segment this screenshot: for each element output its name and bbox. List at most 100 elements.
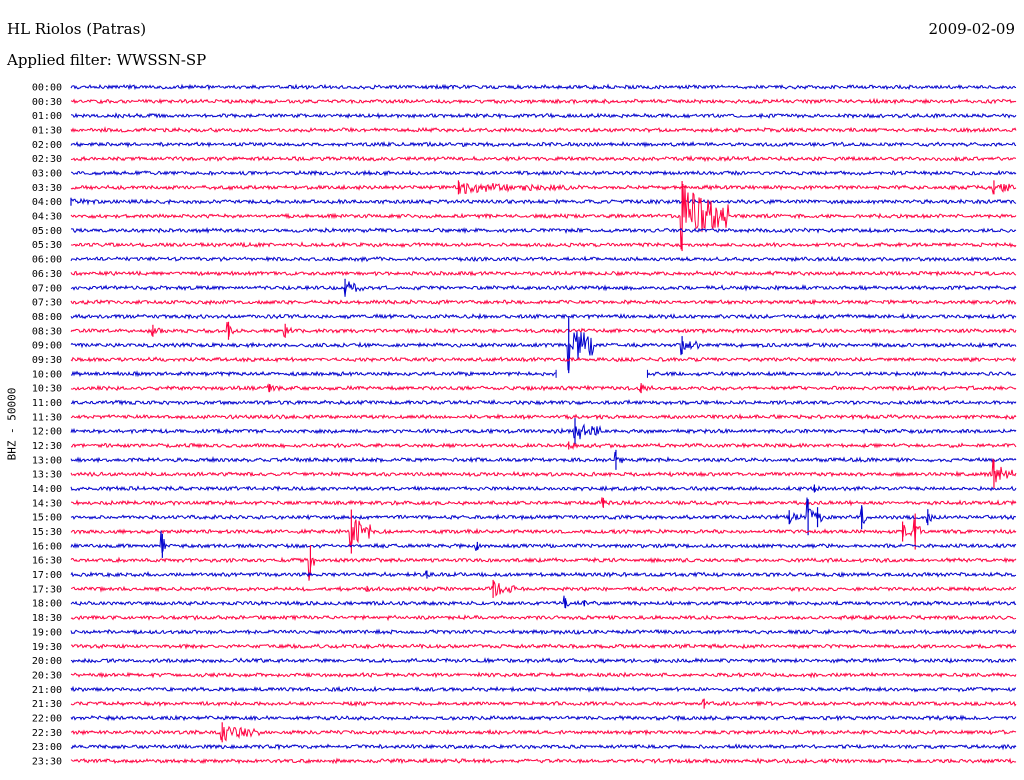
trace-row-2100 (70, 685, 1017, 693)
row-time-label: 08:00 (32, 312, 62, 323)
row-time-label: 17:00 (32, 570, 62, 581)
row-time-label: 05:30 (32, 240, 62, 251)
row-time-label: 07:30 (32, 298, 62, 309)
row-time-label: 11:00 (32, 398, 62, 409)
row-time-label: 10:30 (32, 384, 62, 395)
row-time-label: 16:00 (32, 541, 62, 552)
row-time-label: 23:00 (32, 742, 62, 753)
trace-row-0630 (70, 270, 1017, 277)
row-time-label: 22:30 (32, 728, 62, 739)
trace-row-1230 (70, 442, 1017, 450)
row-time-label: 13:00 (32, 455, 62, 466)
row-time-label: 10:00 (32, 369, 62, 380)
row-time-label: 11:30 (32, 412, 62, 423)
trace-row-1930 (71, 642, 1017, 650)
row-time-label: 02:00 (32, 140, 62, 151)
trace-row-0430 (70, 183, 1017, 250)
recording-date: 2009-02-09 (928, 20, 1015, 38)
trace-row-1630 (70, 556, 1017, 581)
trace-row-0700 (70, 281, 1017, 296)
row-time-label: 15:00 (32, 513, 62, 524)
trace-row-0900 (70, 331, 1017, 371)
trace-row-0230 (70, 155, 1016, 163)
trace-row-1730 (70, 581, 1017, 597)
trace-row-0000 (70, 83, 1017, 91)
trace-row-2030 (70, 671, 1017, 679)
trace-row-1530 (70, 519, 1017, 548)
row-time-label: 18:00 (32, 599, 62, 610)
trace-row-1300 (70, 451, 1017, 464)
trace-row-1430 (70, 497, 1017, 507)
trace-row-1200 (70, 423, 1017, 440)
row-time-label: 12:00 (32, 427, 62, 438)
row-time-label: 15:30 (32, 527, 62, 538)
trace-row-0130 (70, 126, 1017, 134)
row-time-label: 00:00 (32, 83, 62, 94)
trace-row-1500 (70, 497, 1016, 525)
trace-row-0330 (70, 181, 1017, 195)
row-time-label: 00:30 (32, 97, 62, 108)
row-time-label: 12:30 (32, 441, 62, 452)
row-time-label: 21:30 (32, 699, 62, 710)
trace-row-2230 (70, 725, 1017, 742)
trace-row-1000 (70, 370, 1017, 378)
trace-row-0730 (70, 298, 1017, 306)
row-time-label: 07:00 (32, 283, 62, 294)
row-time-label: 19:00 (32, 627, 62, 638)
trace-row-1900 (70, 628, 1017, 636)
filter-label: Applied filter: WWSSN-SP (7, 51, 207, 69)
trace-row-0800 (70, 312, 1017, 320)
trace-row-0500 (70, 226, 1017, 235)
row-time-label: 02:30 (32, 154, 62, 165)
trace-row-1800 (70, 595, 1017, 608)
row-time-label: 18:30 (32, 613, 62, 624)
row-time-label: 01:00 (32, 111, 62, 122)
trace-row-0400 (70, 197, 1017, 206)
row-time-label: 06:00 (32, 255, 62, 266)
trace-row-0930 (70, 356, 1017, 364)
trace-row-1100 (70, 398, 1017, 406)
row-time-label: 20:30 (32, 670, 62, 681)
trace-row-1830 (70, 614, 1017, 622)
trace-row-0300 (71, 169, 1017, 177)
row-time-label: 09:30 (32, 355, 62, 366)
trace-row-1400 (70, 485, 1017, 492)
row-time-label: 19:30 (32, 642, 62, 653)
row-time-label: 06:30 (32, 269, 62, 280)
row-time-label: 20:00 (32, 656, 62, 667)
row-time-label: 22:00 (32, 713, 62, 724)
row-time-label: 09:00 (32, 341, 62, 352)
trace-row-0600 (70, 255, 1017, 263)
row-time-label: 21:00 (32, 685, 62, 696)
row-time-label: 17:30 (32, 584, 62, 595)
row-time-label: 08:30 (32, 326, 62, 337)
trace-row-0830 (70, 322, 1017, 337)
row-time-label: 04:00 (32, 197, 62, 208)
trace-row-2330 (70, 757, 1017, 765)
trace-row-1030 (70, 383, 1017, 393)
trace-row-0530 (70, 241, 1017, 249)
row-time-label: 14:00 (32, 484, 62, 495)
row-time-label: 03:30 (32, 183, 62, 194)
row-time-label: 13:30 (32, 470, 62, 481)
station-title: HL Riolos (Patras) (7, 20, 147, 38)
trace-row-2000 (70, 657, 1017, 665)
row-time-label: 04:30 (32, 212, 62, 223)
trace-row-1600 (70, 530, 1017, 554)
row-time-label: 16:30 (32, 556, 62, 567)
row-time-label: 14:30 (32, 498, 62, 509)
trace-row-0030 (70, 97, 1017, 105)
trace-row-1330 (70, 458, 1017, 483)
row-time-label: 03:00 (32, 169, 62, 180)
trace-row-1130 (70, 413, 1017, 421)
trace-row-0200 (70, 140, 1017, 148)
trace-row-0100 (70, 112, 1017, 120)
row-time-label: 01:30 (32, 126, 62, 137)
row-time-label: 05:00 (32, 226, 62, 237)
trace-row-2200 (70, 714, 1017, 722)
trace-row-1700 (70, 570, 1017, 578)
trace-row-2300 (70, 743, 1017, 751)
trace-row-2130 (70, 698, 1017, 708)
row-time-label: 23:30 (32, 756, 62, 767)
